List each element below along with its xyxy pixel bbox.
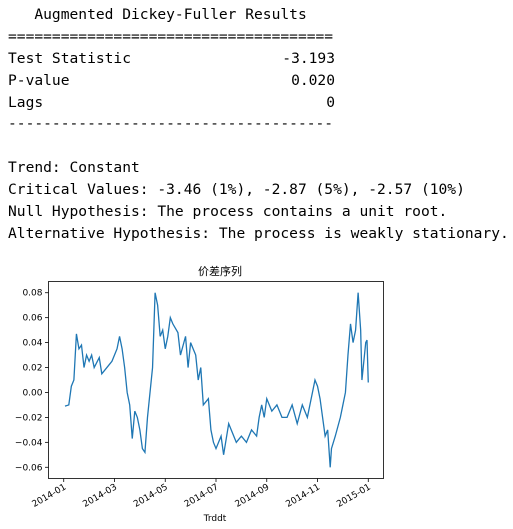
y-tick-label: 0.06 [22,314,42,324]
report-line: Alternative Hypothesis: The process is w… [8,225,509,242]
x-tick-label: 2014-07 [183,482,221,509]
x-tick-label: 2014-01 [31,482,69,509]
row-label: Lags [8,94,43,111]
y-tick-label: −0.06 [15,463,43,473]
report-title: Augmented Dickey-Fuller Results [8,6,307,23]
report-line: Null Hypothesis: The process contains a … [8,203,447,220]
y-tick-label: −0.04 [15,438,43,448]
row-value: -3.193 [282,50,335,67]
series-line [64,292,369,468]
row-value: 0.020 [291,72,335,89]
y-tick-label: 0.00 [22,388,42,398]
y-tick-label: 0.02 [22,364,42,374]
x-tick-label: 2014-03 [81,482,119,509]
y-tick-label: 0.08 [22,289,42,299]
x-tick-label: 2014-11 [284,482,322,509]
row-label: P-value [8,72,70,89]
separator: ------------------------------------- [8,115,333,132]
x-axis-label: Trddt [203,514,227,524]
report-line: Trend: Constant [8,159,140,176]
x-tick-label: 2015-01 [335,482,373,509]
row-value: 0 [326,94,335,111]
separator: ===================================== [8,28,333,45]
y-tick-label: 0.04 [22,339,42,349]
x-tick-label: 2014-09 [234,482,272,510]
row-label: Test Statistic [8,50,131,67]
chart-title: 价差序列 [198,264,242,278]
x-tick-label: 2014-05 [132,482,170,509]
y-tick-label: −0.02 [15,413,43,423]
report-line: Critical Values: -3.46 (1%), -2.87 (5%),… [8,181,465,198]
